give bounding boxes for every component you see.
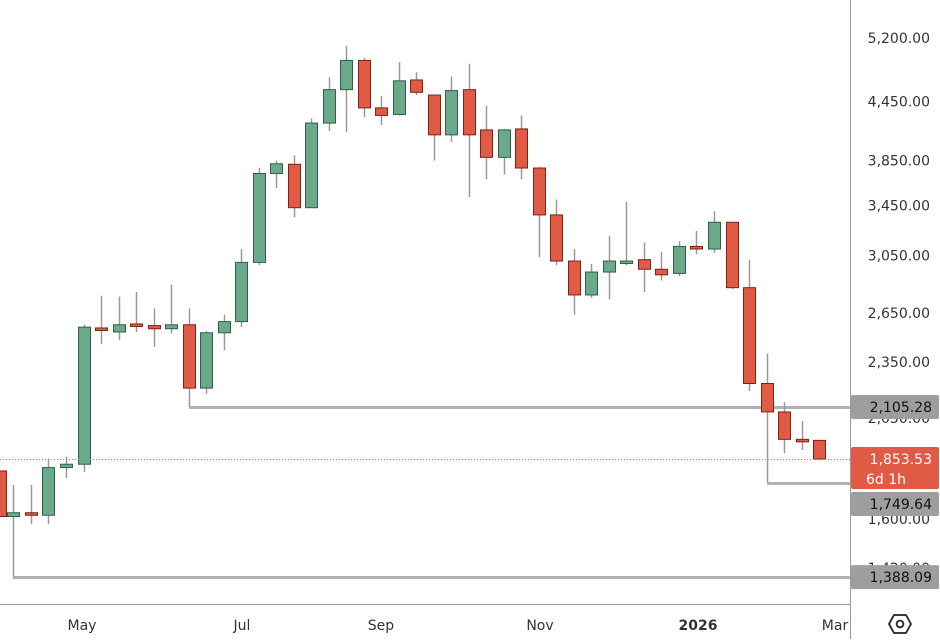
candle-down bbox=[480, 106, 493, 179]
svg-text:1,388.09: 1,388.09 bbox=[870, 570, 932, 586]
candle-down bbox=[288, 155, 301, 218]
candle-down bbox=[638, 242, 651, 293]
candle-down bbox=[375, 95, 388, 126]
candle-up bbox=[60, 456, 73, 478]
price-tick-label: 1,600.00 bbox=[868, 512, 930, 528]
price-tick-label: 3,450.00 bbox=[868, 198, 930, 214]
candle-down bbox=[463, 63, 476, 198]
time-tick-label: Sep bbox=[368, 618, 395, 634]
candle-down bbox=[130, 292, 143, 332]
price-tick-label: 2,650.00 bbox=[868, 306, 930, 322]
candle-up bbox=[235, 249, 248, 328]
candle-up bbox=[200, 331, 213, 394]
candle-up bbox=[113, 296, 126, 341]
candle-down bbox=[796, 420, 809, 450]
candle-up bbox=[708, 211, 721, 253]
candle-down bbox=[428, 94, 441, 161]
candle-down bbox=[568, 249, 581, 315]
price-tick-label: 4,450.00 bbox=[868, 94, 930, 110]
candle-down bbox=[25, 484, 38, 525]
candle-up bbox=[165, 284, 178, 334]
price-tick-label: 3,050.00 bbox=[868, 249, 930, 265]
candle-down bbox=[778, 402, 791, 454]
candle-down bbox=[358, 57, 371, 118]
svg-text:1,853.53: 1,853.53 bbox=[870, 452, 932, 468]
candle-up bbox=[323, 77, 336, 131]
candle-down bbox=[813, 439, 826, 461]
last-price-tag: 1,853.53 6d 1h bbox=[851, 447, 939, 490]
candle-up bbox=[393, 62, 406, 116]
candle-down bbox=[550, 199, 563, 266]
candle-up bbox=[7, 484, 20, 578]
level-price-tag: 1,388.09 bbox=[851, 565, 939, 590]
candle-up bbox=[270, 160, 283, 188]
svg-text:6d 1h: 6d 1h bbox=[866, 472, 906, 488]
candle-down bbox=[183, 308, 196, 408]
candle-up bbox=[585, 263, 598, 298]
candle-down bbox=[726, 221, 739, 290]
candle-up bbox=[253, 168, 266, 266]
time-axis-labels: May Jul Sep Nov 2026 Mar bbox=[68, 618, 849, 634]
candle-down bbox=[690, 230, 703, 255]
price-tick-label: 3,850.00 bbox=[868, 154, 930, 170]
time-tick-label: 2026 bbox=[679, 618, 718, 634]
hexagon-gear-icon bbox=[888, 614, 912, 634]
time-tick-label: May bbox=[68, 618, 97, 634]
candles bbox=[0, 45, 826, 578]
candle-down bbox=[0, 470, 7, 518]
candle-down bbox=[743, 259, 756, 391]
price-tags: 2,105.28 1,853.53 6d 1h 1,749.64 1,388.09 bbox=[851, 395, 939, 590]
candle-up bbox=[603, 236, 616, 300]
candle-down bbox=[533, 166, 546, 257]
time-tick-label: Mar bbox=[822, 618, 849, 634]
price-tick-label: 2,350.00 bbox=[868, 355, 930, 371]
candle-up bbox=[218, 314, 231, 351]
candle-down bbox=[410, 72, 423, 96]
candle-up bbox=[673, 241, 686, 277]
candle-up bbox=[498, 128, 511, 175]
candle-up bbox=[305, 118, 318, 209]
candle-up bbox=[42, 458, 55, 525]
candle-down bbox=[515, 115, 528, 179]
svg-text:1,749.64: 1,749.64 bbox=[870, 497, 932, 513]
level-price-tag: 2,105.28 bbox=[851, 395, 939, 420]
candle-down bbox=[655, 251, 668, 281]
time-tick-label: Jul bbox=[233, 618, 251, 634]
svg-text:2,105.28: 2,105.28 bbox=[870, 400, 932, 416]
candle-up bbox=[78, 324, 91, 473]
time-tick-label: Nov bbox=[526, 618, 553, 634]
candle-up bbox=[340, 45, 353, 132]
candle-down bbox=[95, 295, 108, 345]
candle-up bbox=[620, 201, 633, 266]
chart-settings-button[interactable] bbox=[886, 612, 914, 636]
price-tick-label: 5,200.00 bbox=[868, 31, 930, 47]
level-lines bbox=[13, 406, 850, 579]
level-price-tag: 1,749.64 bbox=[851, 492, 939, 517]
candle-down bbox=[148, 308, 161, 347]
candle-up bbox=[445, 76, 458, 142]
candle-down bbox=[761, 353, 774, 483]
